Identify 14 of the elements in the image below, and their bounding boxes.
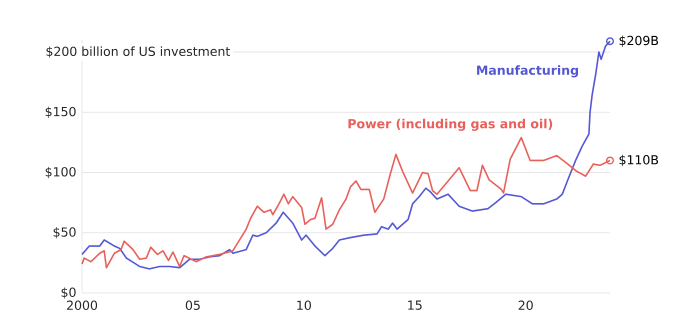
y-tick-label: $100 [46, 166, 76, 178]
x-tick-label: 20 [518, 300, 533, 310]
y-axis-title: $200 billion of US investment [46, 46, 230, 58]
x-tick-label: 2000 [67, 300, 98, 310]
y-tick-label: $150 [46, 106, 76, 118]
data-label: $110B [620, 154, 658, 166]
x-tick-label: 15 [408, 300, 422, 310]
y-tick-label: $50 [54, 227, 76, 238]
x-tick-label: 10 [297, 300, 311, 310]
y-tick-label: $0 [62, 287, 76, 299]
x-tick-label: 05 [186, 300, 200, 310]
series-label: Manufacturing [477, 65, 578, 78]
data-label: $209B [620, 36, 658, 47]
text: Power (including gas and oil) [348, 118, 552, 131]
